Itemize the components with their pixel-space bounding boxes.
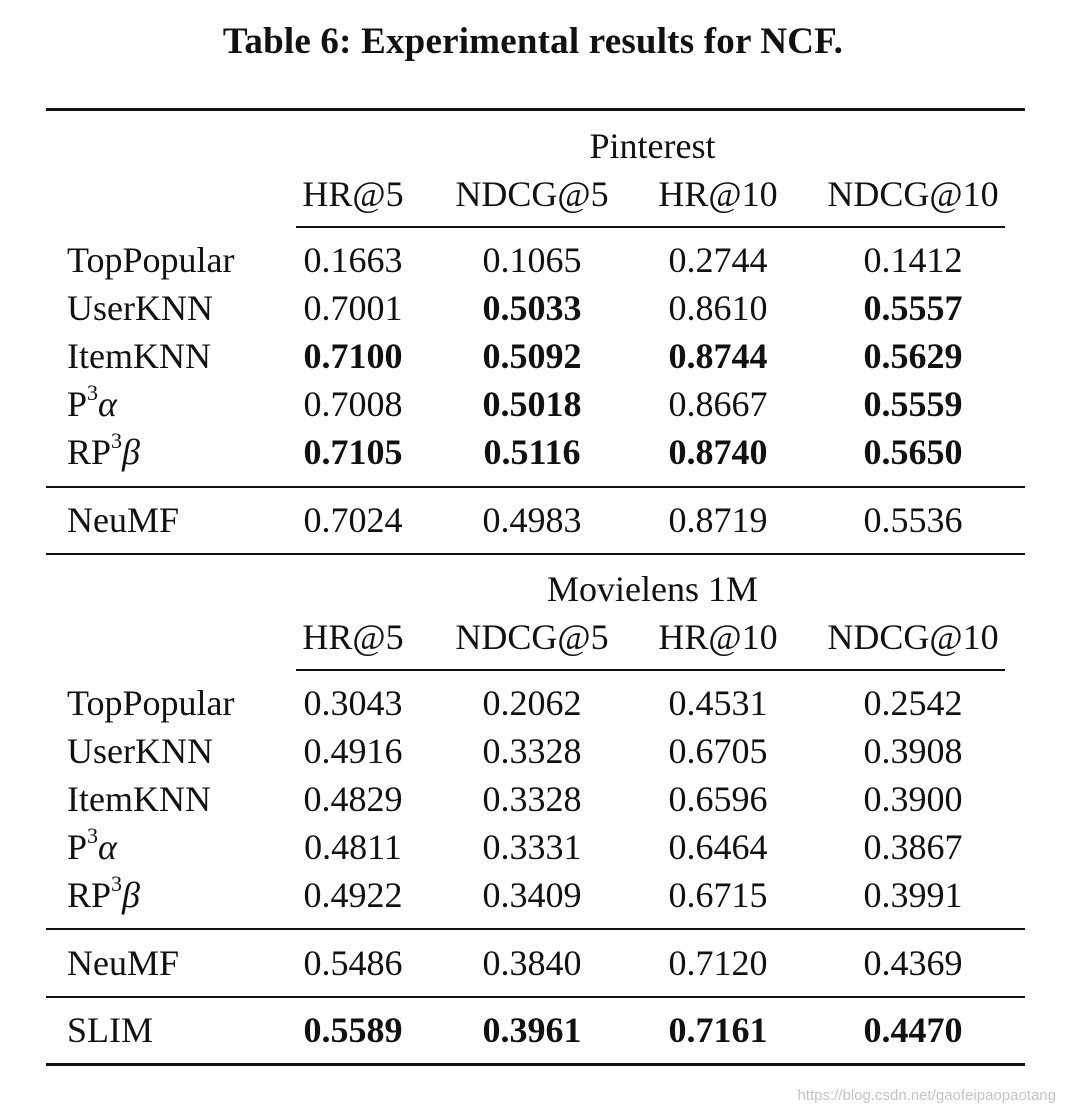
- score-cell: 0.7120: [668, 943, 768, 983]
- score-cell: 0.4369: [863, 943, 963, 983]
- method-base: P: [67, 827, 88, 867]
- score-cell: 0.5536: [863, 500, 963, 540]
- dataset-header-movielens: Movielens 1M: [547, 569, 758, 609]
- score-cell: 0.1412: [863, 240, 963, 280]
- method-label: TopPopular: [67, 683, 235, 723]
- score-cell: 0.3908: [863, 731, 963, 771]
- method-sup: 3: [111, 428, 123, 453]
- method-base: RP: [67, 432, 112, 472]
- score-cell: 0.4470: [863, 1010, 963, 1050]
- bottom-rule: [46, 1063, 1025, 1066]
- section-rule: [46, 486, 1025, 488]
- score-cell: 0.3840: [482, 943, 582, 983]
- method-label: SLIM: [67, 1010, 154, 1050]
- top-rule: [46, 108, 1025, 111]
- score-cell: 0.4531: [668, 683, 768, 723]
- score-cell: 0.6705: [668, 731, 768, 771]
- score-cell: 0.5486: [303, 943, 403, 983]
- score-cell: 0.7100: [303, 336, 403, 376]
- method-sup: 3: [111, 871, 123, 896]
- method-label: UserKNN: [67, 288, 213, 328]
- method-sup: 3: [87, 380, 99, 405]
- score-cell: 0.8667: [668, 384, 768, 424]
- score-cell: 0.5116: [483, 432, 581, 472]
- method-label-rp3beta: RP3β: [67, 871, 287, 919]
- score-cell: 0.5557: [863, 288, 963, 328]
- metric-header: NDCG@5: [455, 174, 609, 214]
- score-cell: 0.7161: [668, 1010, 768, 1050]
- score-cell: 0.7024: [303, 500, 403, 540]
- method-label-rp3beta: RP3β: [67, 428, 287, 476]
- score-cell: 0.4829: [303, 779, 403, 819]
- score-cell: 0.4916: [303, 731, 403, 771]
- method-label-p3alpha: P3α: [67, 823, 287, 871]
- metric-header: HR@5: [302, 174, 404, 214]
- method-label: NeuMF: [67, 943, 180, 983]
- score-cell: 0.8610: [668, 288, 768, 328]
- score-cell: 0.8719: [668, 500, 768, 540]
- metric-header: HR@5: [302, 617, 404, 657]
- score-cell: 0.7105: [303, 432, 403, 472]
- score-cell: 0.5033: [482, 288, 582, 328]
- score-cell: 0.5018: [482, 384, 582, 424]
- method-label: ItemKNN: [67, 336, 211, 376]
- score-cell: 0.2542: [863, 683, 963, 723]
- method-label: UserKNN: [67, 731, 213, 771]
- method-label: TopPopular: [67, 240, 235, 280]
- method-base: RP: [67, 875, 112, 915]
- score-cell: 0.8740: [668, 432, 768, 472]
- score-cell: 0.5650: [863, 432, 963, 472]
- score-cell: 0.3867: [863, 827, 963, 867]
- score-cell: 0.3331: [482, 827, 582, 867]
- score-cell: 0.4922: [303, 875, 403, 915]
- method-symbol: α: [98, 827, 117, 867]
- score-cell: 0.3328: [482, 779, 582, 819]
- score-cell: 0.3961: [482, 1010, 582, 1050]
- score-cell: 0.5629: [863, 336, 963, 376]
- section-rule: [46, 996, 1025, 998]
- score-cell: 0.7001: [303, 288, 403, 328]
- header-underline: [296, 669, 1005, 671]
- method-sup: 3: [87, 823, 99, 848]
- score-cell: 0.3409: [482, 875, 582, 915]
- score-cell: 0.4811: [304, 827, 402, 867]
- score-cell: 0.5559: [863, 384, 963, 424]
- method-label-p3alpha: P3α: [67, 380, 287, 428]
- score-cell: 0.5092: [482, 336, 582, 376]
- metric-header: HR@10: [658, 174, 778, 214]
- score-cell: 0.3043: [303, 683, 403, 723]
- watermark: https://blog.csdn.net/gaofeipaopaotang: [797, 1087, 1056, 1104]
- score-cell: 0.3328: [482, 731, 582, 771]
- method-label: ItemKNN: [67, 779, 211, 819]
- section-rule: [46, 553, 1025, 555]
- score-cell: 0.3991: [863, 875, 963, 915]
- score-cell: 0.3900: [863, 779, 963, 819]
- score-cell: 0.2062: [482, 683, 582, 723]
- score-cell: 0.1663: [303, 240, 403, 280]
- section-rule: [46, 928, 1025, 930]
- header-underline: [296, 226, 1005, 228]
- method-base: P: [67, 384, 88, 424]
- method-symbol: β: [122, 432, 140, 472]
- metric-header: NDCG@10: [827, 174, 999, 214]
- score-cell: 0.6596: [668, 779, 768, 819]
- method-symbol: α: [98, 384, 117, 424]
- metric-header: HR@10: [658, 617, 778, 657]
- score-cell: 0.6715: [668, 875, 768, 915]
- metric-header: NDCG@5: [455, 617, 609, 657]
- score-cell: 0.5589: [303, 1010, 403, 1050]
- score-cell: 0.8744: [668, 336, 768, 376]
- table-caption: Table 6: Experimental results for NCF.: [222, 21, 844, 62]
- method-label: NeuMF: [67, 500, 180, 540]
- score-cell: 0.1065: [482, 240, 582, 280]
- score-cell: 0.7008: [303, 384, 403, 424]
- score-cell: 0.4983: [482, 500, 582, 540]
- score-cell: 0.6464: [668, 827, 768, 867]
- score-cell: 0.2744: [668, 240, 768, 280]
- method-symbol: β: [122, 875, 140, 915]
- dataset-header-pinterest: Pinterest: [589, 126, 716, 166]
- metric-header: NDCG@10: [827, 617, 999, 657]
